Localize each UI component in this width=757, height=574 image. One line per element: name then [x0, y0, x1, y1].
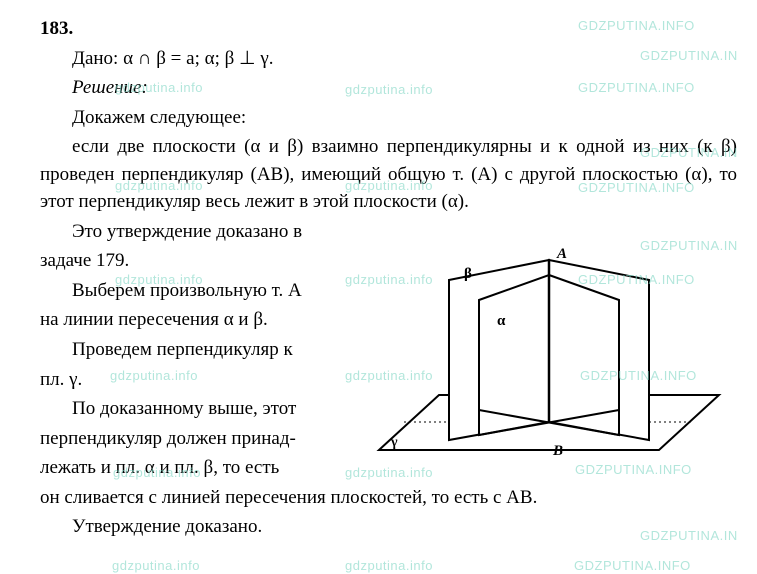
label-gamma: γ: [390, 435, 398, 450]
geometry-figure: β α A B γ: [369, 230, 739, 510]
given-line: Дано: α ∩ β = a; α; β ⊥ γ.: [40, 45, 737, 73]
proof-line-6c: лежать и пл. α и пл. β, то есть: [40, 454, 390, 482]
proof-line-2: если две плоскости (α и β) взаимно перпе…: [40, 133, 737, 216]
watermark-text: gdzputina.info: [112, 558, 200, 573]
proof-line-5b: пл. γ.: [40, 366, 390, 394]
proof-line-6b: перпендикуляр должен принад-: [40, 425, 390, 453]
proof-line-4a: Выберем произвольную т. A: [40, 277, 390, 305]
label-alpha: α: [497, 313, 506, 329]
given-text: α ∩ β = a; α; β ⊥ γ.: [123, 48, 273, 69]
watermark-text: gdzputina.info: [345, 558, 433, 573]
proof-line-3a: Это утверждение доказано в: [40, 218, 390, 246]
proof-line-8: Утверждение доказано.: [40, 513, 737, 541]
proof-line-4b: на линии пересечения α и β.: [40, 306, 390, 334]
given-label: Дано:: [72, 48, 118, 69]
watermark-text: GDZPUTINA.INFO: [574, 558, 691, 573]
proof-line-1: Докажем следующее:: [40, 104, 737, 132]
proof-line-6a: По доказанному выше, этот: [40, 395, 390, 423]
label-beta: β: [464, 266, 472, 282]
problem-number: 183.: [40, 15, 737, 43]
left-column: Это утверждение доказано в задаче 179. В…: [40, 218, 390, 482]
proof-line-3b: задаче 179.: [40, 247, 390, 275]
solution-label: Решение:: [40, 74, 737, 102]
label-A: A: [556, 246, 567, 262]
label-B: B: [552, 443, 563, 459]
proof-line-5a: Проведем перпендикуляр к: [40, 336, 390, 364]
